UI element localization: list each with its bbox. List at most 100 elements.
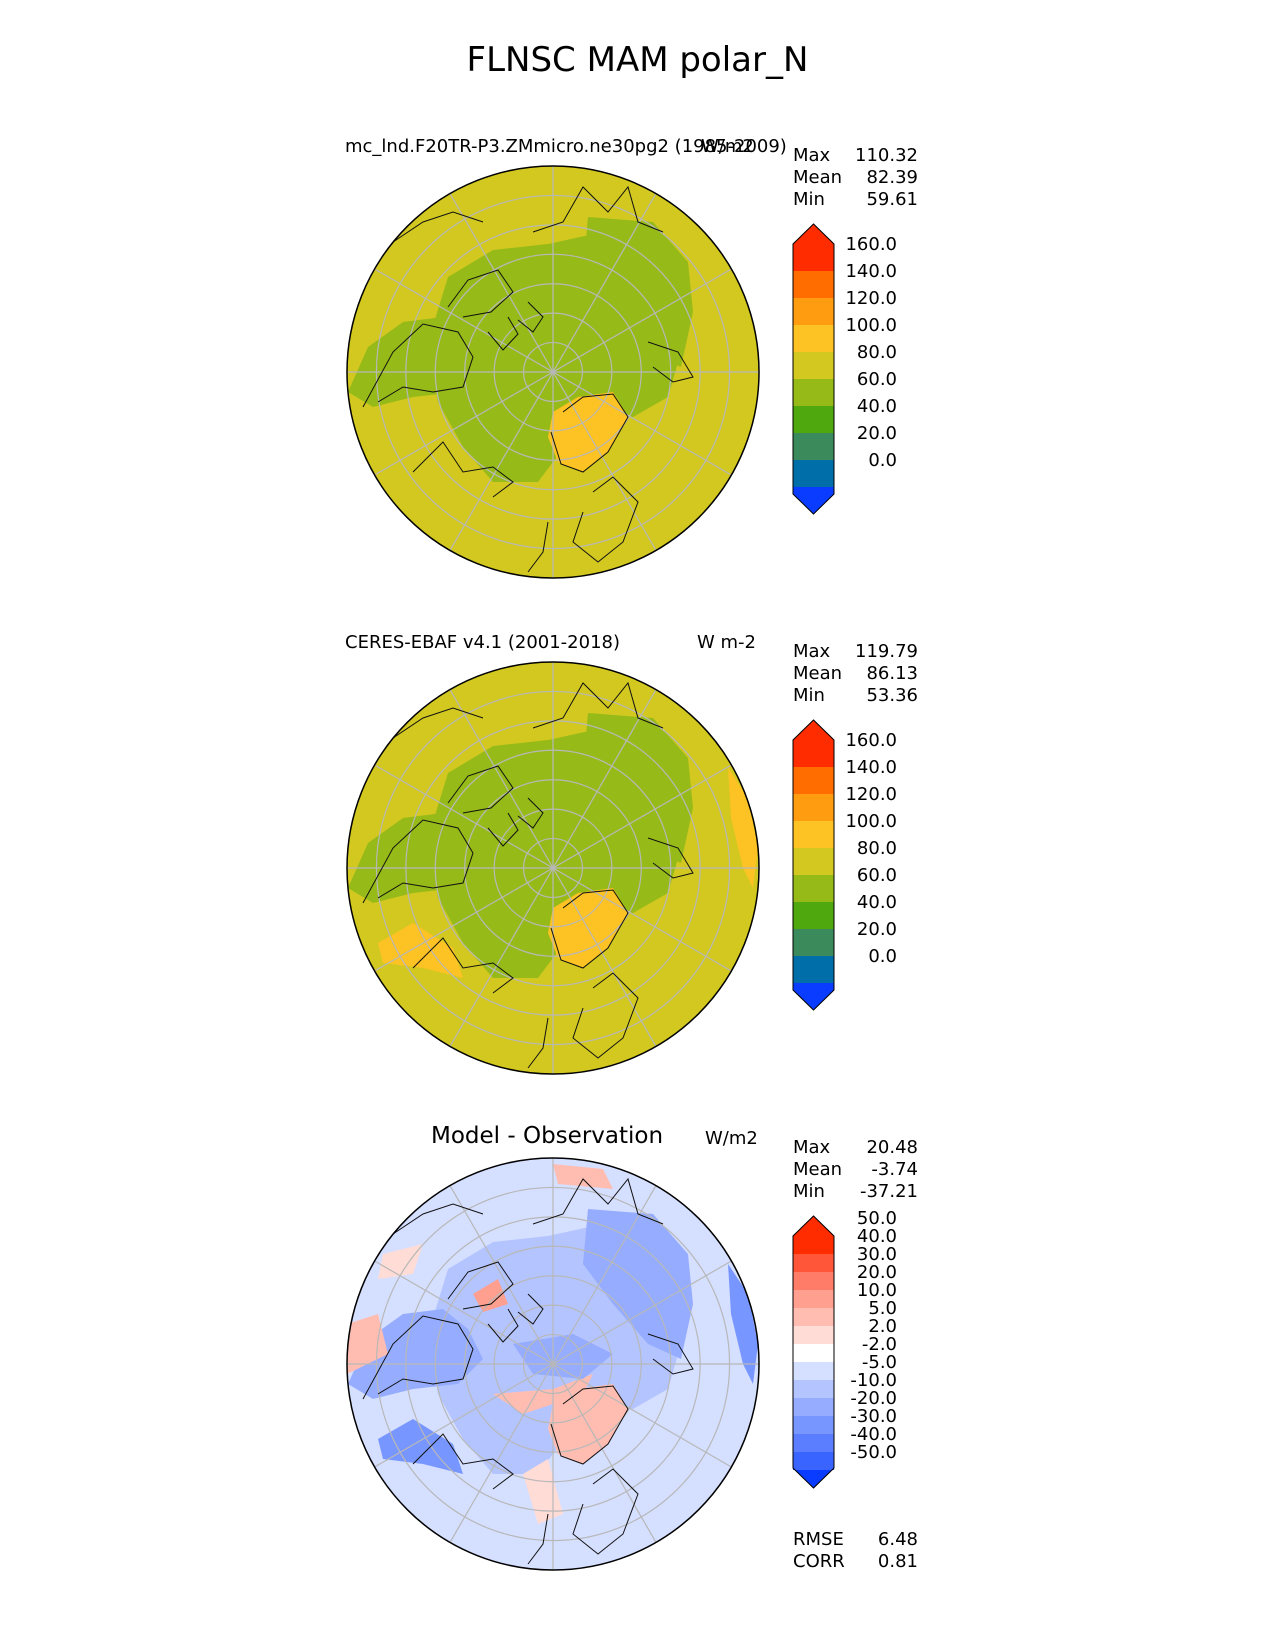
field-region-pos bbox=[378, 1244, 423, 1279]
colorbar-tick-label: -40.0 bbox=[850, 1424, 897, 1445]
colorbar-segment bbox=[793, 352, 834, 379]
map-panel-3 bbox=[347, 1158, 759, 1570]
colorbar-segment bbox=[793, 956, 834, 983]
stat-min-value: -37.21 bbox=[859, 1181, 918, 1202]
colorbar-1: 0.0 20.0 40.0 60.0 80.0 100.0 120.0 140.0 160.0 bbox=[792, 223, 897, 515]
stat-min-label: Min bbox=[793, 685, 825, 706]
panel-1-stats: Max 110.32 Mean 82.39 Min 59.61 bbox=[793, 145, 918, 211]
colorbar-segment bbox=[793, 767, 834, 794]
colorbar-extend-min bbox=[793, 1468, 834, 1488]
meridian-line bbox=[449, 689, 657, 1047]
coastline bbox=[392, 707, 484, 739]
colorbar-segment bbox=[793, 271, 834, 298]
colorbar-extend-max bbox=[793, 1216, 834, 1254]
colorbar-tick-label: 140.0 bbox=[845, 261, 897, 282]
colorbar-tick-label: 140.0 bbox=[845, 757, 897, 778]
colorbar-tick-label: 100.0 bbox=[845, 315, 897, 336]
coastline bbox=[550, 1385, 629, 1465]
coastline bbox=[412, 441, 514, 498]
meridian-line bbox=[449, 193, 657, 551]
coastline bbox=[487, 1308, 519, 1343]
panel-1-title: mc_lnd.F20TR-P3.ZMmicro.ne30pg2 (1985-20… bbox=[345, 136, 787, 157]
coastline bbox=[392, 1203, 484, 1235]
coastline bbox=[572, 476, 639, 563]
coastline bbox=[517, 301, 544, 333]
map-boundary bbox=[346, 165, 760, 579]
coastline bbox=[647, 837, 694, 879]
colorbar-segment bbox=[793, 821, 834, 848]
colorbar-tick-label: 60.0 bbox=[857, 369, 897, 390]
colorbar-segment bbox=[793, 1344, 834, 1362]
coastline bbox=[362, 323, 474, 408]
stat-mean-value: 82.39 bbox=[866, 167, 918, 188]
coastline bbox=[517, 1293, 544, 1325]
metric-corr-value: 0.81 bbox=[877, 1551, 918, 1572]
stat-max-value: 20.48 bbox=[866, 1137, 918, 1158]
coastline bbox=[572, 972, 639, 1059]
panel-3-stats: Max 20.48 Mean -3.74 Min -37.21 bbox=[793, 1137, 918, 1203]
coastline bbox=[447, 1261, 514, 1310]
colorbar-tick-label: 0.0 bbox=[868, 450, 897, 471]
coastline bbox=[550, 889, 629, 969]
coastline bbox=[532, 681, 664, 729]
panel-2-stats: Max 119.79 Mean 86.13 Min 53.36 bbox=[793, 641, 918, 707]
colorbar-2: 0.0 20.0 40.0 60.0 80.0 100.0 120.0 140.0 160.0 bbox=[792, 719, 897, 1011]
field-region-pos bbox=[493, 1374, 593, 1414]
coastline bbox=[487, 812, 519, 847]
coastline bbox=[362, 819, 474, 904]
colorbar-tick-label: 10.0 bbox=[857, 1280, 897, 1301]
colorbar-segment bbox=[793, 902, 834, 929]
colorbar-segment bbox=[793, 794, 834, 821]
colorbar-tick-label: -2.0 bbox=[862, 1334, 897, 1355]
colorbar-segment bbox=[793, 1362, 834, 1380]
colorbar-tick-label: 50.0 bbox=[857, 1208, 897, 1229]
field-region-60-80 bbox=[348, 813, 483, 903]
colorbar-segment bbox=[793, 298, 834, 325]
colorbar-segment bbox=[793, 875, 834, 902]
colorbar-segment bbox=[793, 325, 834, 352]
coastline bbox=[527, 521, 549, 573]
metric-corr-label: CORR bbox=[793, 1551, 845, 1572]
colorbar-segment bbox=[793, 1272, 834, 1290]
colorbar-segment bbox=[793, 1380, 834, 1398]
coastline bbox=[550, 393, 629, 473]
metric-rmse-label: RMSE bbox=[793, 1529, 844, 1550]
metric-rmse-value: 6.48 bbox=[877, 1529, 918, 1550]
stat-mean-label: Mean bbox=[793, 663, 843, 684]
panel-3-metrics: RMSE 6.48 CORR 0.81 bbox=[793, 1529, 918, 1573]
field-region-neg bbox=[513, 1334, 613, 1379]
stat-max-value: 110.32 bbox=[855, 145, 918, 166]
map-boundary bbox=[346, 661, 760, 1075]
colorbar-extend-min bbox=[793, 983, 834, 1010]
colorbar-segment bbox=[793, 460, 834, 487]
colorbar-tick-label: -30.0 bbox=[850, 1406, 897, 1427]
coastline bbox=[447, 765, 514, 814]
stat-max-label: Max bbox=[793, 1137, 831, 1158]
map-boundary bbox=[346, 1157, 760, 1571]
colorbar-tick-label: 40.0 bbox=[857, 1226, 897, 1247]
coastline bbox=[487, 316, 519, 351]
colorbar-segment bbox=[793, 1434, 834, 1452]
colorbar-tick-label: 2.0 bbox=[868, 1316, 897, 1337]
field-region-pos bbox=[473, 1279, 508, 1312]
colorbar-tick-label: 160.0 bbox=[845, 730, 897, 751]
stat-max-label: Max bbox=[793, 145, 831, 166]
map-panel-1 bbox=[347, 166, 759, 578]
panel-3-units: W/m2 bbox=[705, 1128, 758, 1149]
colorbar-tick-label: 30.0 bbox=[857, 1244, 897, 1265]
coastline bbox=[447, 269, 514, 318]
colorbar-segment bbox=[793, 929, 834, 956]
coastline bbox=[527, 1513, 549, 1565]
colorbar-tick-label: -5.0 bbox=[862, 1352, 897, 1373]
colorbar-extend-min bbox=[793, 487, 834, 514]
colorbar-tick-label: 160.0 bbox=[845, 234, 897, 255]
stat-mean-value: -3.74 bbox=[871, 1159, 918, 1180]
stat-min-value: 59.61 bbox=[866, 189, 918, 210]
field-region-60-80 bbox=[583, 713, 693, 863]
colorbar-tick-label: 20.0 bbox=[857, 919, 897, 940]
colorbar-tick-label: -20.0 bbox=[850, 1388, 897, 1409]
map-panel-2 bbox=[347, 662, 759, 1074]
colorbar-segment bbox=[793, 1308, 834, 1326]
colorbar-tick-label: 80.0 bbox=[857, 838, 897, 859]
